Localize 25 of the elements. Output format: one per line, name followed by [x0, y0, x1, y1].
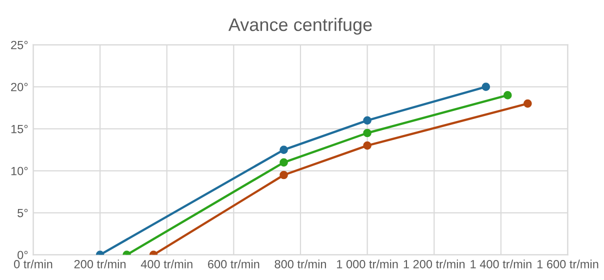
x-tick-label: 800 tr/min [274, 260, 326, 268]
x-tick-label: 400 tr/min [140, 260, 192, 268]
y-tick-label: 5° [18, 208, 28, 218]
x-tick-label: 600 tr/min [208, 260, 260, 268]
x-tick-label: 1 600 tr/min [537, 260, 598, 268]
point [280, 158, 288, 167]
x-tick-label: 1 400 tr/min [470, 260, 532, 268]
y-tick-label: 25° [11, 40, 28, 50]
chart-title: Avance centrifuge [228, 18, 372, 35]
point [363, 116, 372, 125]
y-tick-label: 10° [11, 166, 28, 176]
point [280, 146, 288, 154]
x-tick-label: 200 tr/min [74, 260, 126, 268]
point [280, 170, 288, 180]
x-tick-label: 1 000 tr/min [337, 260, 398, 268]
point [482, 82, 490, 91]
x-tick-label: 1 200 tr/min [404, 260, 465, 268]
x-tick-label: 0 tr/min [14, 260, 52, 268]
point [503, 91, 512, 100]
point [363, 128, 372, 138]
point [524, 99, 532, 108]
y-tick-label: 15° [11, 124, 28, 134]
y-tick-label: 20° [11, 82, 28, 92]
point [363, 141, 372, 150]
y-tick-label: 0° [18, 250, 28, 260]
